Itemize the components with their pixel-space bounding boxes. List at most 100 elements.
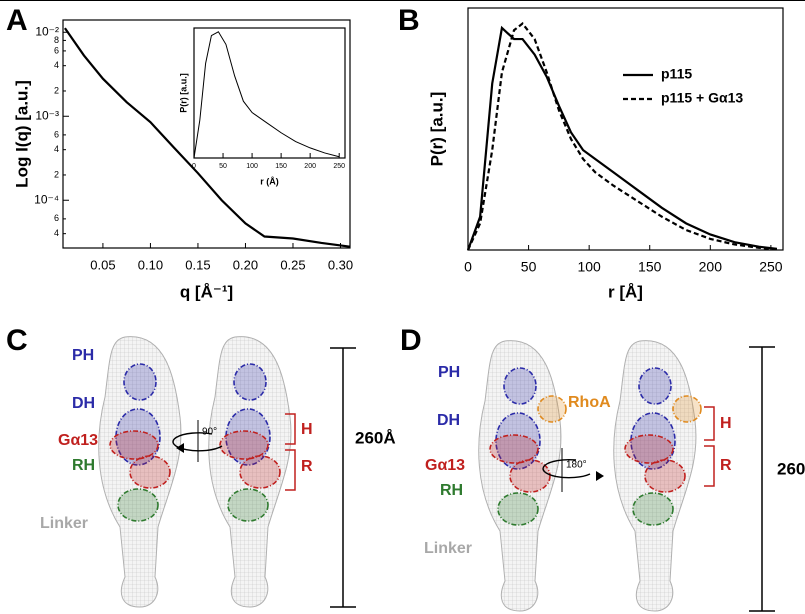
bracket-label: H (720, 415, 732, 432)
ribbon (630, 412, 676, 470)
x-tick-label: 250 (333, 163, 345, 170)
bracket-label: R (301, 458, 313, 475)
x-tick-label: 0.20 (233, 257, 258, 272)
scale-label: 260Å (355, 428, 396, 447)
rotation-label: 90° (202, 427, 217, 438)
domain-label: Linker (424, 540, 472, 557)
panel-letter: B (398, 4, 420, 37)
x-axis-label: r (Å) (260, 176, 279, 186)
data-line (63, 27, 351, 248)
x-tick-label: 200 (699, 259, 723, 275)
envelope-mesh (478, 340, 562, 612)
bracket-label: R (720, 457, 732, 474)
bracket (285, 449, 296, 491)
envelope (98, 336, 182, 608)
y-axis-label: P(r) [a.u.] (427, 92, 446, 167)
bracket-label: H (301, 421, 313, 438)
y-tick-label: 8 (54, 35, 59, 45)
data-line (193, 31, 340, 159)
ribbon (509, 459, 551, 493)
structure-panels: C PH DH Gα13 RH Linker 90° H R 260Å D PH… (6, 324, 805, 612)
plot-frame (193, 27, 346, 159)
y-tick-label: 2 (54, 85, 59, 95)
x-tick-label: 0.10 (138, 257, 163, 272)
ribbon (624, 434, 674, 464)
y-tick-label: 4 (54, 228, 59, 238)
panel-letter: A (6, 4, 28, 37)
ribbon (495, 412, 541, 470)
y-tick-label: 6 (54, 45, 59, 55)
y-tick-label: 10⁻² (35, 24, 59, 38)
ribbon (117, 488, 159, 522)
rotation-arrow (172, 432, 223, 452)
ribbon (497, 492, 539, 526)
x-tick-label: 150 (275, 163, 287, 170)
ribbon (503, 367, 537, 405)
y-tick-label: 10⁻⁴ (34, 192, 59, 206)
ribbon (638, 367, 672, 405)
ribbon (115, 408, 161, 466)
ribbon (632, 492, 674, 526)
bracket (285, 413, 296, 445)
x-tick-label: 100 (577, 259, 601, 275)
x-tick-label: 0 (192, 163, 196, 170)
legend-label: p115 + Gα13 (661, 90, 743, 106)
y-tick-label: 4 (54, 144, 59, 154)
plot-frame (467, 7, 784, 251)
envelope-mesh (208, 336, 292, 608)
y-tick-label: 10⁻³ (35, 108, 59, 122)
panel-letter: D (400, 324, 422, 357)
x-tick-label: 50 (219, 163, 227, 170)
ribbon (233, 363, 267, 401)
partner-label: RhoA (568, 394, 611, 411)
ribbon (123, 363, 157, 401)
envelope (478, 340, 567, 612)
x-axis-label: q [Å⁻¹] (180, 282, 233, 301)
y-tick-label: 6 (54, 213, 59, 223)
x-tick-label: 0.15 (185, 257, 210, 272)
ribbon (239, 455, 281, 489)
y-tick-label: 2 (54, 169, 59, 179)
rotation-arrowhead (176, 443, 184, 453)
rotation-label: 180° (566, 460, 587, 471)
scale-bar (330, 347, 356, 608)
legend-label: p115 (661, 66, 692, 82)
panel-letter: C (6, 324, 28, 357)
x-tick-label: 100 (246, 163, 258, 170)
x-tick-label: 150 (638, 259, 662, 275)
charts: 0.05 0.10 0.15 0.20 0.25 0.3010⁻²864210⁻³6421… (6, 4, 784, 301)
domain-label: PH (72, 347, 94, 364)
envelope-mesh (98, 336, 182, 608)
domain-label: DH (72, 395, 95, 412)
y-axis-label: Log I(q) [a.u.] (12, 80, 31, 188)
y-tick-label: 4 (54, 60, 59, 70)
y-tick-label: 6 (54, 129, 59, 139)
scale-label: 260Å (777, 459, 805, 478)
domain-label: Linker (40, 515, 88, 532)
envelope (613, 340, 702, 612)
x-tick-label: 0.30 (328, 257, 353, 272)
x-tick-label: 0.25 (280, 257, 305, 272)
domain-label: Gα13 (425, 457, 465, 474)
ribbon (129, 455, 171, 489)
data-line (466, 25, 778, 251)
x-tick-label: 0.05 (90, 257, 115, 272)
ribbon (227, 488, 269, 522)
ribbon (109, 430, 159, 460)
domain-label: RH (440, 482, 463, 499)
domain-label: RH (72, 457, 95, 474)
envelope (208, 336, 292, 608)
ribbon (537, 395, 567, 423)
x-tick-label: 250 (759, 259, 783, 275)
ribbon (644, 459, 686, 493)
ribbon (489, 434, 539, 464)
bracket (704, 406, 715, 441)
bracket (704, 445, 715, 487)
x-axis-label: r [Å] (608, 282, 643, 301)
x-tick-label: 0 (464, 259, 472, 275)
scale-bar (749, 346, 775, 612)
rotation-arrowhead (596, 471, 604, 481)
ribbon (672, 395, 702, 423)
ribbon (225, 408, 271, 466)
